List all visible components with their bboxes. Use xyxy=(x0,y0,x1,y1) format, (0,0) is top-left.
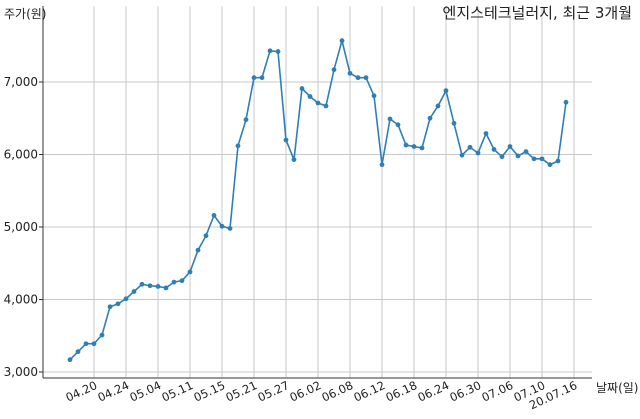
data-point xyxy=(123,296,129,302)
data-point xyxy=(387,116,393,122)
data-point xyxy=(259,75,265,81)
data-point xyxy=(451,120,457,126)
x-tick-label: 06.08 xyxy=(319,378,355,405)
x-tick-label: 06.24 xyxy=(415,378,451,405)
data-point xyxy=(155,284,161,289)
data-point xyxy=(435,103,441,109)
data-point xyxy=(267,48,273,54)
x-tick-label: 04.24 xyxy=(95,378,131,405)
axes xyxy=(42,6,592,379)
y-tick-label: 5,000 xyxy=(4,220,38,234)
data-point xyxy=(187,269,193,275)
y-axis-label: 주가(원) xyxy=(4,7,46,21)
x-tick-label: 06.18 xyxy=(383,378,419,405)
data-point xyxy=(403,142,409,148)
data-point xyxy=(443,88,449,94)
data-point xyxy=(91,341,97,347)
data-point xyxy=(251,75,257,81)
data-point xyxy=(243,117,249,123)
data-point xyxy=(195,247,201,253)
data-point xyxy=(499,154,505,160)
data-point xyxy=(171,279,177,285)
data-point xyxy=(515,153,521,159)
y-tick-label: 7,000 xyxy=(4,75,38,89)
x-tick-label: 06.30 xyxy=(447,378,483,405)
grid-lines xyxy=(43,6,592,378)
x-tick-label: 04.20 xyxy=(63,378,99,405)
data-point xyxy=(563,99,569,105)
data-point xyxy=(115,301,121,307)
x-tick-label: 05.21 xyxy=(223,378,259,405)
data-point xyxy=(75,349,81,355)
data-point xyxy=(203,233,209,239)
data-point xyxy=(547,162,553,168)
data-point xyxy=(299,86,305,91)
price-series xyxy=(67,37,569,363)
data-point xyxy=(163,285,169,291)
data-point xyxy=(363,75,369,81)
data-point xyxy=(491,147,497,152)
data-point xyxy=(331,67,337,73)
y-tick-label: 6,000 xyxy=(4,148,38,162)
data-point xyxy=(347,70,353,76)
y-tick-label: 4,000 xyxy=(4,293,38,307)
data-point xyxy=(147,283,153,289)
data-point xyxy=(411,144,417,149)
data-point xyxy=(291,157,297,162)
x-tick-labels: 04.2004.2405.0405.1105.1505.2105.2706.02… xyxy=(63,378,579,412)
data-point xyxy=(131,289,137,294)
data-point xyxy=(379,162,385,168)
x-tick-label: 05.04 xyxy=(127,378,163,405)
y-tick-labels: 3,000 4,000 5,000 6,000 7,000 xyxy=(4,75,43,379)
x-tick-label: 07.06 xyxy=(479,378,515,405)
x-tick-label: 05.15 xyxy=(191,378,227,405)
data-point xyxy=(219,223,225,229)
data-point xyxy=(99,332,105,338)
data-point xyxy=(67,357,73,363)
data-point xyxy=(419,145,425,151)
data-point xyxy=(459,152,465,158)
data-point xyxy=(555,158,561,164)
x-tick-label: 05.27 xyxy=(255,378,291,405)
x-axis-label: 날짜(일) xyxy=(596,381,638,395)
data-point xyxy=(339,38,345,44)
y-tick-label: 3,000 xyxy=(4,365,38,379)
data-point xyxy=(523,149,529,155)
data-point xyxy=(507,144,513,149)
data-point xyxy=(139,281,145,287)
x-tick-label: 06.12 xyxy=(351,378,387,405)
data-point xyxy=(275,49,281,54)
data-point xyxy=(83,341,89,347)
data-point xyxy=(427,115,433,121)
data-point xyxy=(283,137,289,143)
data-point xyxy=(315,100,321,106)
data-point xyxy=(211,213,217,218)
data-point xyxy=(467,144,473,150)
data-point xyxy=(235,143,241,149)
chart-title: 엔지스테크널러지, 최근 3개월 xyxy=(443,4,632,22)
x-tick-label: 05.11 xyxy=(159,378,195,405)
data-point xyxy=(307,94,313,99)
data-point xyxy=(227,226,233,231)
data-point xyxy=(371,93,377,99)
data-point xyxy=(483,131,489,136)
data-point xyxy=(475,150,481,156)
data-point xyxy=(395,122,401,128)
data-point xyxy=(531,156,537,162)
x-tick-label: 06.02 xyxy=(287,378,323,405)
data-point xyxy=(539,156,545,162)
data-point xyxy=(107,304,113,310)
data-point xyxy=(355,75,361,81)
data-point xyxy=(179,278,185,284)
data-point xyxy=(323,103,329,109)
